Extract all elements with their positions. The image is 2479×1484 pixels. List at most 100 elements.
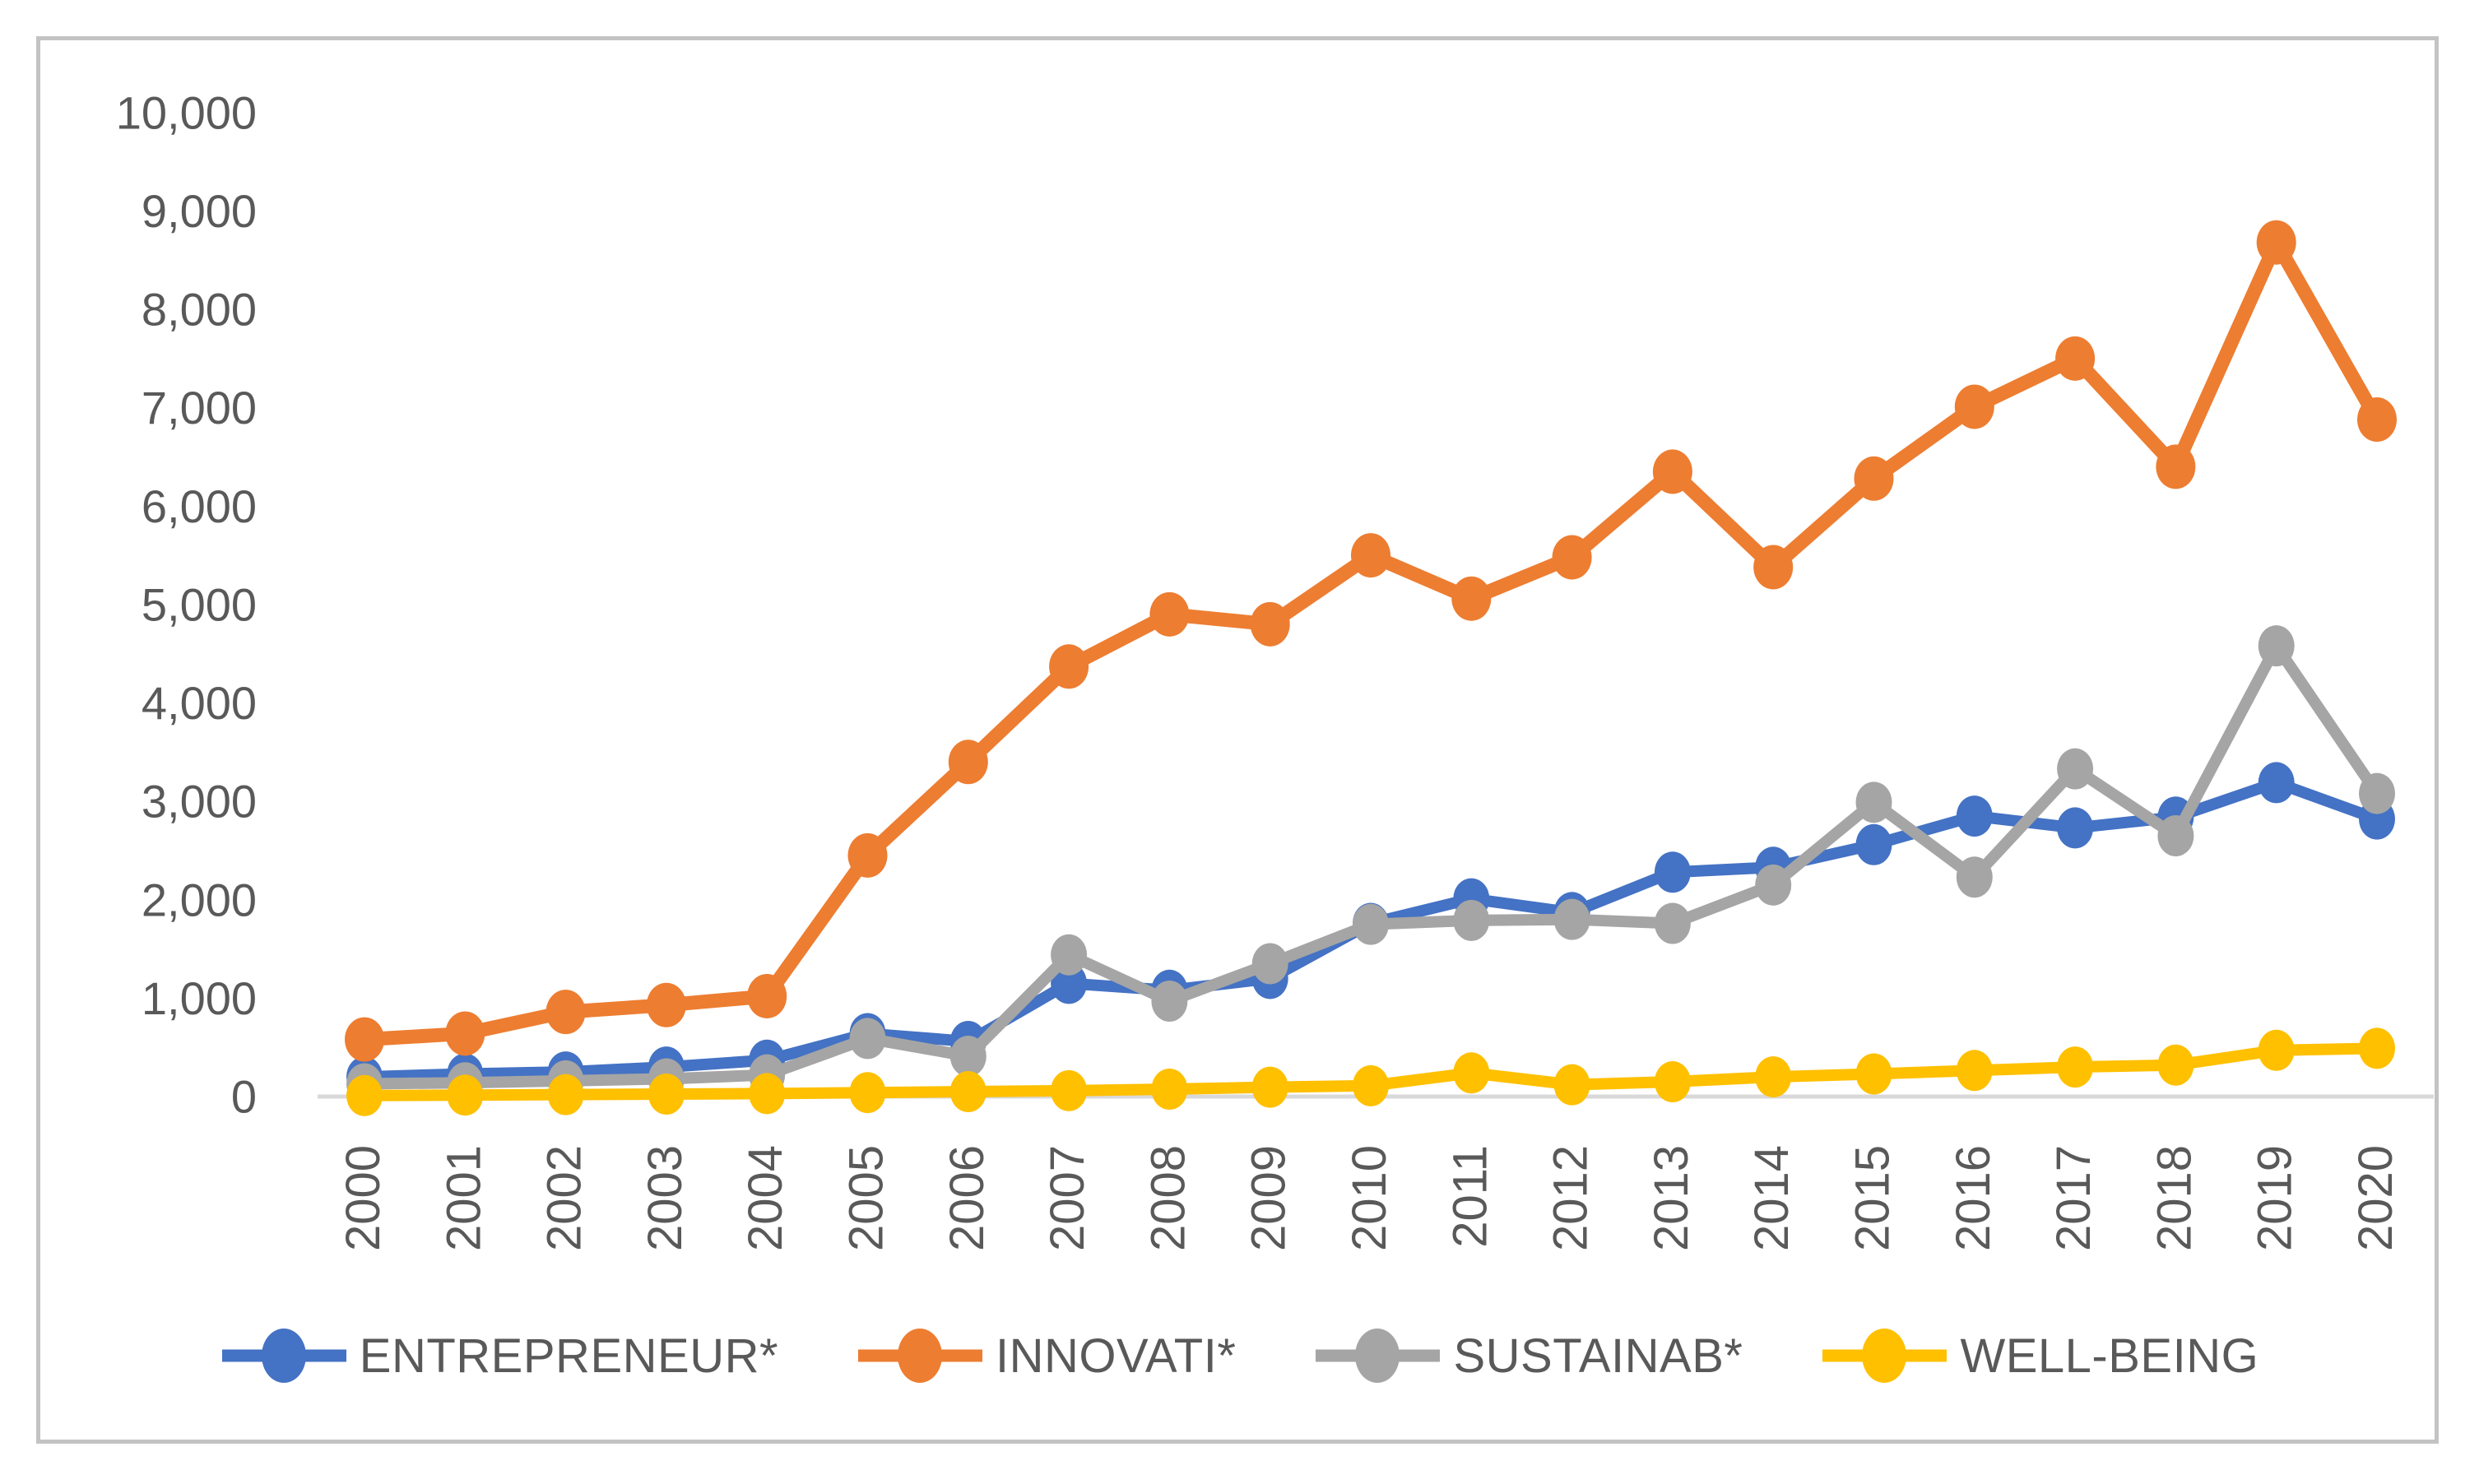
data-point [1654,1061,1691,1103]
x-tick-label: 2005 [840,1145,894,1251]
data-point [1553,898,1590,940]
legend-item-innovati: INNOVATI* [857,1326,1236,1385]
legend-label-sustainab: SUSTAINAB* [1453,1329,1743,1383]
data-point [747,973,787,1018]
x-tick-label: 2009 [1242,1145,1296,1251]
data-point [2258,1029,2295,1071]
y-tick-label: 4,000 [142,677,257,729]
series-sustainab [346,625,2395,1105]
data-point [2258,762,2295,804]
entrepreneur-series-marker-icon [221,1329,346,1383]
data-point [1755,1056,1792,1098]
data-point [545,990,586,1035]
legend-label-wellbeing: WELL-BEING [1960,1329,2259,1383]
chart-frame [36,36,2439,1444]
data-point [648,1074,685,1115]
data-point [2057,748,2094,790]
x-tick-label: 2020 [2349,1145,2402,1251]
data-point [1051,1069,1088,1111]
data-point [1049,644,1089,689]
x-tick-label: 2011 [1443,1145,1497,1248]
data-point [345,1017,384,1062]
x-tick-label: 2003 [638,1145,692,1251]
data-point [1753,545,1794,590]
data-point [1151,980,1188,1022]
data-point [1353,1064,1389,1106]
data-point [1051,962,1088,1004]
data-point [847,832,888,878]
data-point [346,1074,383,1116]
data-point [2055,336,2096,381]
data-point [646,982,686,1027]
data-point [1855,781,1892,823]
data-point [1353,903,1389,945]
data-point [849,1072,886,1114]
data-point [1654,902,1691,944]
series-wellbeing [346,1027,2395,1116]
data-point [1855,1053,1892,1095]
data-point [1956,795,1993,837]
x-tick-label: 2013 [1645,1145,1698,1251]
data-point [1956,1050,1993,1092]
x-tick-label: 2015 [1846,1145,1900,1251]
data-point [2057,1046,2094,1088]
y-tick-label: 0 [231,1071,257,1123]
data-point [1250,601,1290,647]
x-tick-label: 2017 [2047,1145,2101,1251]
data-point [749,1073,786,1115]
data-point [849,1018,886,1060]
data-point [1451,576,1492,621]
data-point [1351,533,1390,578]
x-tick-label: 2016 [1947,1145,2000,1251]
data-point [1149,591,1190,637]
data-point [1453,899,1490,941]
data-point [2156,444,2196,489]
x-tick-label: 2012 [1544,1145,1598,1251]
x-tick-label: 2008 [1141,1145,1195,1251]
data-point [2057,807,2094,849]
x-tick-label: 2006 [940,1145,994,1251]
data-point [2157,1044,2194,1086]
innovati-series-marker-icon [858,1329,983,1383]
y-tick-label: 7,000 [142,382,257,434]
legend-label-entrepreneur: ENTREPRENEUR* [359,1329,779,1383]
sustainab-series-marker-icon [1316,1329,1441,1383]
series-innovati [345,220,2397,1062]
data-point [948,740,988,785]
data-point [2357,397,2397,443]
y-tick-label: 3,000 [142,776,257,828]
x-tick-label: 2007 [1041,1145,1094,1251]
data-point [2258,625,2295,667]
legend-item-sustainab: SUSTAINAB* [1314,1326,1743,1385]
data-point [1755,864,1792,906]
data-point [1251,1066,1288,1108]
data-point [1151,1069,1188,1111]
x-tick-label: 2001 [437,1145,490,1251]
legend-label-innovati: INNOVATI* [996,1329,1237,1383]
data-point [1051,934,1088,976]
x-tick-label: 2000 [337,1145,390,1251]
y-tick-label: 5,000 [142,578,257,630]
data-point [2157,815,2194,857]
data-point [1553,1064,1590,1106]
data-point [2359,772,2395,814]
data-point [1855,823,1892,865]
y-tick-label: 10,000 [116,86,257,138]
y-tick-label: 8,000 [142,284,257,336]
x-tick-label: 2010 [1343,1145,1396,1251]
data-point [1453,1052,1490,1094]
x-tick-label: 2004 [739,1145,792,1251]
data-point [1956,856,1993,898]
x-tick-label: 2018 [2147,1145,2201,1251]
legend-item-wellbeing: WELL-BEING [1821,1326,2258,1385]
y-tick-label: 6,000 [142,480,257,532]
data-point [949,1071,986,1113]
data-point [1251,943,1288,985]
y-tick-label: 2,000 [142,874,257,925]
data-point [447,1074,484,1116]
wellbeing-series-marker-icon [1822,1329,1947,1383]
data-point [1654,851,1691,893]
data-point [1552,535,1592,580]
